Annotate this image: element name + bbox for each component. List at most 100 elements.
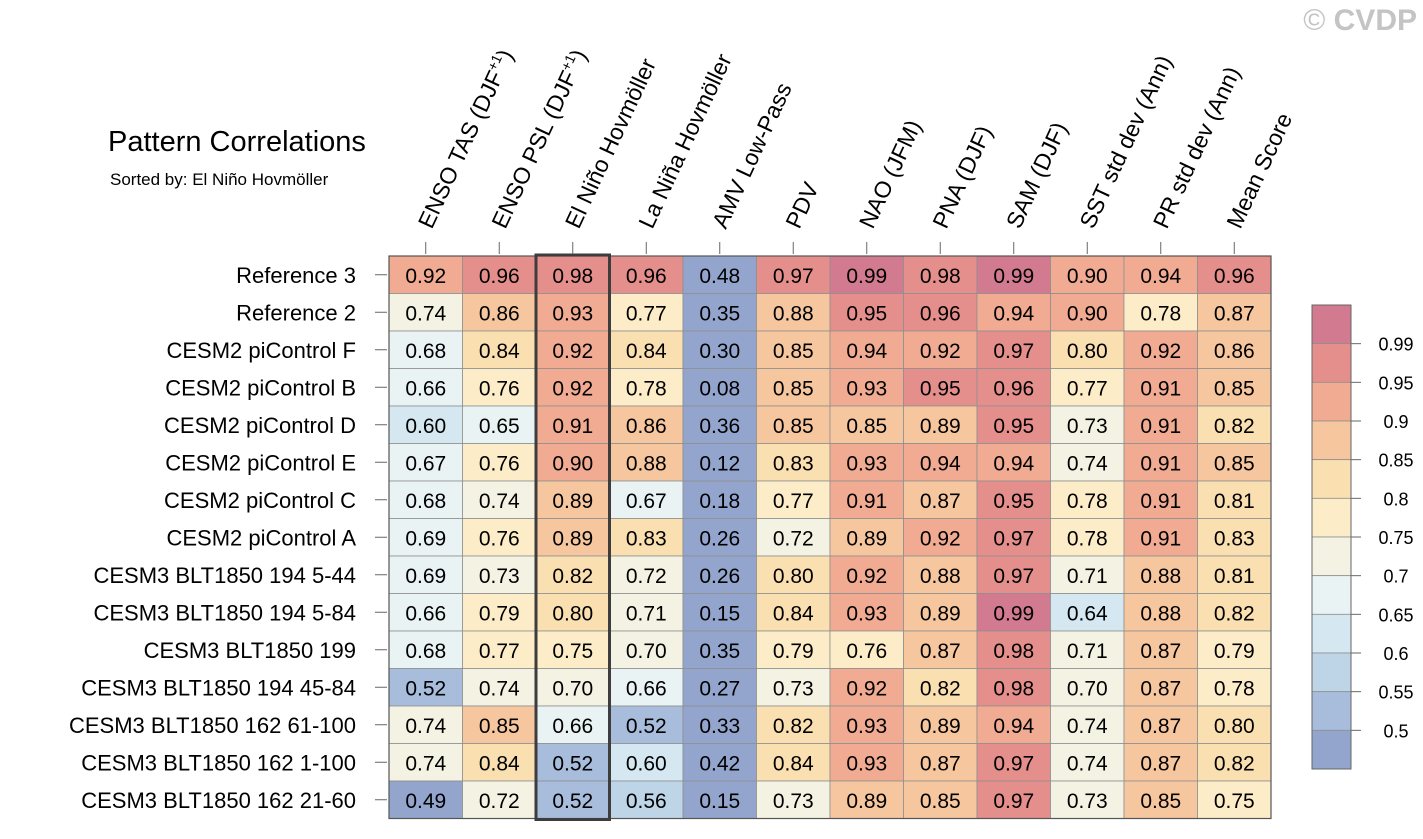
- cell-value: 0.85: [773, 340, 814, 363]
- heatmap-cell: [976, 480, 1051, 519]
- cell-value: 0.15: [699, 602, 740, 625]
- cell-value: 0.74: [479, 490, 520, 513]
- heatmap-cell: [903, 255, 978, 294]
- cell-value: 0.96: [920, 302, 961, 325]
- heatmap-cell: [535, 780, 610, 819]
- cell-value: 0.49: [405, 790, 446, 813]
- heatmap-cell: [609, 368, 684, 407]
- cell-value: 0.52: [405, 677, 446, 700]
- heatmap-cell: [903, 743, 978, 782]
- cell-value: 0.82: [1214, 752, 1255, 775]
- cell-value: 0.77: [773, 490, 814, 513]
- heatmap-cell: [829, 368, 904, 407]
- heatmap-cell: [609, 555, 684, 594]
- cell-value: 0.92: [920, 340, 961, 363]
- cell-value: 0.94: [993, 302, 1034, 325]
- colorbar-segment: [1311, 304, 1352, 345]
- cell-value: 0.87: [1140, 677, 1181, 700]
- heatmap-cell: [535, 405, 610, 444]
- cell-value: 0.79: [479, 602, 520, 625]
- heatmap-cell: [1050, 480, 1125, 519]
- cell-value: 0.92: [846, 565, 887, 588]
- cell-value: 0.85: [846, 415, 887, 438]
- cell-value: 0.99: [993, 602, 1034, 625]
- cell-value: 0.68: [405, 640, 446, 663]
- cell-value: 0.78: [1140, 302, 1181, 325]
- row-label: CESM2 piControl E: [165, 450, 356, 475]
- heatmap-cell: [903, 480, 978, 519]
- cell-value: 0.70: [1067, 677, 1108, 700]
- cell-value: 0.93: [846, 752, 887, 775]
- cell-value: 0.98: [552, 265, 593, 288]
- colorbar-label: 0.55: [1378, 683, 1413, 703]
- cell-value: 0.36: [699, 415, 740, 438]
- colorbar-label: 0.7: [1383, 567, 1408, 587]
- cell-value: 0.83: [626, 527, 667, 550]
- column-label-superscript: +1: [557, 52, 578, 73]
- heatmap-cell: [682, 293, 757, 332]
- cell-value: 0.85: [1214, 377, 1255, 400]
- heatmap-cell: [903, 518, 978, 557]
- cell-value: 0.87: [920, 640, 961, 663]
- heatmap-cell: [682, 443, 757, 482]
- cell-value: 0.66: [626, 677, 667, 700]
- cell-value: 0.88: [1140, 565, 1181, 588]
- row-label: CESM3 BLT1850 162 61-100: [69, 713, 356, 738]
- heatmap-cell: [535, 293, 610, 332]
- cell-value: 0.98: [920, 265, 961, 288]
- heatmap-cell: [1050, 705, 1125, 744]
- highlighted-column-box: [534, 253, 611, 821]
- heatmap-cell: [462, 743, 537, 782]
- heatmap-cell: [829, 743, 904, 782]
- heatmap-cell: [1050, 555, 1125, 594]
- cell-value: 0.87: [1140, 715, 1181, 738]
- heatmap-cell: [903, 593, 978, 632]
- column-label: PNA (DJF): [927, 122, 997, 233]
- heatmap-cell: [976, 780, 1051, 819]
- heatmap-cell: [1050, 330, 1125, 369]
- cell-value: 0.91: [1140, 415, 1181, 438]
- row-label: CESM2 piControl D: [164, 413, 356, 438]
- cell-value: 0.87: [920, 490, 961, 513]
- cell-value: 0.91: [1140, 377, 1181, 400]
- heatmap-cell: [1123, 293, 1198, 332]
- heatmap-cell: [976, 593, 1051, 632]
- heatmap-cell: [1197, 255, 1272, 294]
- heatmap-cell: [609, 630, 684, 669]
- heatmap-cell: [462, 593, 537, 632]
- cell-value: 0.89: [552, 490, 593, 513]
- cell-value: 0.26: [699, 527, 740, 550]
- heatmap-cell: [682, 630, 757, 669]
- cell-value: 0.70: [552, 677, 593, 700]
- cell-value: 0.60: [405, 415, 446, 438]
- cell-value: 0.84: [479, 340, 520, 363]
- cell-value: 0.35: [699, 640, 740, 663]
- cell-value: 0.97: [993, 527, 1034, 550]
- cell-value: 0.70: [626, 640, 667, 663]
- column-label: PDV: [780, 178, 824, 232]
- heatmap-cell: [1050, 743, 1125, 782]
- heatmap-cell: [829, 630, 904, 669]
- cell-value: 0.93: [552, 302, 593, 325]
- heatmap-cell: [829, 293, 904, 332]
- heatmap-cell: [535, 555, 610, 594]
- heatmap-cell: [462, 705, 537, 744]
- colorbar-label: 0.9: [1383, 412, 1408, 432]
- cell-value: 0.64: [1067, 602, 1108, 625]
- cell-value: 0.52: [626, 715, 667, 738]
- colorbar-segment: [1311, 381, 1352, 422]
- row-label: CESM3 BLT1850 194 45-84: [81, 675, 356, 700]
- cell-value: 0.73: [773, 790, 814, 813]
- heatmap-cell: [535, 743, 610, 782]
- cell-value: 0.73: [479, 565, 520, 588]
- cell-value: 0.78: [1067, 527, 1108, 550]
- cell-value: 0.85: [773, 415, 814, 438]
- colorbar-label: 0.85: [1378, 451, 1413, 471]
- cell-value: 0.73: [773, 677, 814, 700]
- heatmap-cell: [1123, 668, 1198, 707]
- heatmap-cell: [682, 368, 757, 407]
- cell-value: 0.85: [920, 790, 961, 813]
- heatmap-cell: [903, 668, 978, 707]
- grid-border: [388, 255, 1272, 820]
- heatmap-cell: [462, 368, 537, 407]
